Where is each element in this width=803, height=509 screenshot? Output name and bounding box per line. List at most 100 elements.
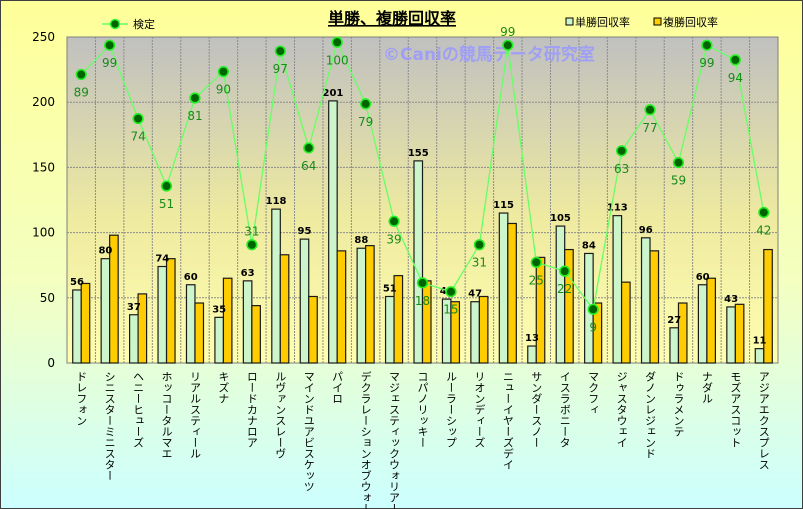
legend: 検定 単勝回収率 複勝回収率 (102, 15, 718, 31)
bar-value-label: 105 (550, 213, 571, 224)
x-tick-label: ダノンレジェンド (644, 371, 657, 459)
x-tick-label: シニスターミニスター (103, 371, 116, 481)
bar-value-label: 37 (127, 302, 141, 313)
bar-place (222, 277, 233, 364)
bar-win (669, 327, 680, 364)
x-tick-label: サンダースノー (530, 371, 543, 448)
bar-win (754, 348, 765, 364)
kentei-point (160, 180, 173, 192)
kentei-value-label: 77 (642, 121, 657, 135)
kentei-point (303, 142, 315, 154)
x-tick-label: キズナ (217, 371, 230, 404)
x-tick-label: ドゥラメンテ (672, 371, 685, 437)
bar-value-label: 60 (696, 272, 710, 283)
kentei-point (331, 36, 343, 48)
kentei-point (445, 286, 457, 298)
kentei-point (189, 92, 201, 104)
legend-item-win: 単勝回収率 (565, 15, 630, 29)
bar-place (194, 302, 205, 364)
bar-win (356, 247, 367, 364)
bar-win (640, 237, 651, 364)
bar-value-label: 27 (667, 315, 681, 326)
bar-place (336, 250, 347, 364)
kentei-line: 8999745181903197641007939181531992522963… (74, 25, 772, 334)
x-tick-label: ルヴァンスレーヴ (274, 371, 287, 459)
kentei-point (274, 45, 286, 57)
kentei-value-label: 25 (529, 273, 544, 287)
bar-win (726, 306, 736, 364)
y-tick-label: 150 (32, 160, 55, 174)
bar-win (384, 295, 395, 364)
kentei-point (473, 239, 485, 251)
y-tick-label: 50 (40, 291, 55, 305)
kentei-point (530, 256, 542, 268)
kentei-value-label: 99 (500, 25, 515, 39)
kentei-value-label: 64 (301, 159, 316, 173)
y-tick-label: 100 (32, 226, 55, 240)
legend-label: 単勝回収率 (575, 15, 630, 29)
bar-place (308, 295, 318, 364)
kentei-point (388, 215, 400, 227)
x-tick-label: ジャスタウェイ (615, 371, 628, 448)
bar-place (592, 302, 603, 364)
kentei-value-label: 18 (415, 294, 430, 308)
y-axis: 0 50 100 150 200 250 (32, 30, 55, 370)
bar-win (157, 265, 168, 364)
x-tick-label: イスラボニータ (558, 371, 571, 448)
bar-value-label: 51 (383, 283, 397, 294)
legend-item-kentei: 検定 (102, 17, 155, 31)
bar-value-label: 60 (184, 272, 198, 283)
bar-value-label: 11 (753, 336, 767, 347)
bar-win (697, 284, 708, 364)
kentei-point (758, 206, 770, 219)
bar-value-label: 84 (582, 240, 596, 251)
bar-place (137, 293, 148, 364)
kentei-value-label: 63 (614, 162, 629, 176)
bar-place (706, 277, 717, 364)
kentei-point (587, 303, 599, 315)
bar-win (527, 345, 537, 364)
bar-place (620, 281, 631, 364)
bar-value-label: 113 (607, 203, 628, 214)
kentei-value-label: 42 (756, 223, 771, 237)
bar-win (100, 258, 111, 364)
kentei-point (217, 66, 230, 78)
bar-place (80, 282, 91, 364)
x-tick-label: コパノリッキー (416, 371, 429, 448)
x-tick-label: ルーラーシップ (444, 371, 457, 448)
kentei-value-label: 31 (472, 256, 487, 270)
kentei-point (559, 265, 571, 277)
kentei-value-label: 99 (102, 56, 117, 70)
kentei-point (615, 145, 628, 157)
bar-win (470, 301, 480, 364)
kentei-point (132, 112, 144, 125)
legend-swatch-icon (653, 17, 662, 26)
x-tick-label: リアルスティール (188, 371, 201, 459)
bar-value-label: 43 (724, 294, 738, 305)
x-tick-label: ナダル (700, 371, 713, 404)
legend-label: 複勝回収率 (663, 15, 718, 29)
x-tick-label: ホッコータルマエ (160, 371, 173, 459)
bar-win (328, 100, 338, 364)
x-tick-label: アジアエクスプレス (757, 371, 770, 470)
bar-value-label: 96 (639, 225, 653, 236)
kentei-value-label: 31 (244, 225, 259, 239)
kentei-value-label: 81 (187, 109, 202, 123)
bar-place (734, 303, 745, 364)
kentei-value-label: 51 (159, 197, 174, 211)
bar-place (165, 258, 176, 364)
bar-win (498, 212, 509, 364)
bar-value-label: 115 (493, 200, 514, 211)
x-tick-label: パイロ (331, 371, 344, 404)
kentei-point (701, 39, 713, 51)
y-tick-label: 250 (32, 30, 55, 44)
bar-value-label: 63 (241, 268, 255, 279)
x-tick-label: マインドユアビスケッツ (302, 371, 315, 492)
kentei-value-label: 22 (557, 282, 572, 296)
x-tick-label: ニューイヤーズデイ (501, 371, 514, 470)
bar-place (677, 302, 688, 364)
kentei-value-label: 79 (358, 115, 373, 129)
x-tick-label: ロードカナロア (245, 371, 258, 448)
bar-value-label: 118 (266, 196, 287, 207)
